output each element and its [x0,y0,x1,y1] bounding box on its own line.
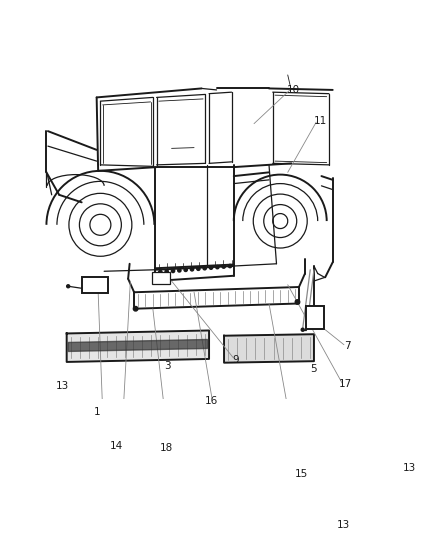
Text: 9: 9 [232,354,239,365]
Text: 11: 11 [313,116,327,126]
Text: 15: 15 [295,469,308,479]
Circle shape [191,268,194,271]
Circle shape [165,270,168,273]
Text: 1: 1 [93,407,100,417]
Circle shape [215,265,219,269]
Text: 18: 18 [160,443,173,453]
Circle shape [197,267,200,270]
Polygon shape [67,330,209,362]
FancyBboxPatch shape [82,277,108,293]
Text: 13: 13 [337,520,350,530]
Circle shape [159,270,162,273]
Text: 13: 13 [403,463,416,473]
Text: 17: 17 [339,378,352,389]
FancyBboxPatch shape [152,272,170,284]
FancyBboxPatch shape [306,306,324,329]
Text: 10: 10 [287,85,300,95]
Circle shape [133,306,138,311]
Circle shape [178,269,181,272]
Text: 5: 5 [311,364,317,374]
Circle shape [301,328,304,331]
Text: 16: 16 [205,396,218,406]
Circle shape [222,265,225,268]
Circle shape [295,300,300,304]
Text: 14: 14 [110,441,124,451]
Circle shape [228,264,232,268]
Circle shape [209,266,213,269]
Polygon shape [224,334,314,362]
Circle shape [67,285,70,288]
Circle shape [203,266,206,270]
Text: 7: 7 [344,341,351,351]
Text: 3: 3 [165,361,171,370]
Circle shape [171,269,175,272]
Text: 13: 13 [57,381,70,391]
Polygon shape [68,340,208,351]
Circle shape [184,268,187,271]
